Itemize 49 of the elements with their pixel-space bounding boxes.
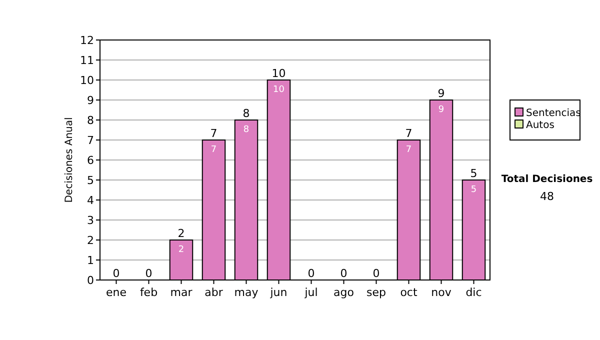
text: Total Decisiones [501,174,593,185]
y-tick-label: 7 [87,134,94,147]
data-label: 2 [178,245,184,255]
data-label: 7 [406,145,412,155]
total-label: 5 [470,167,478,180]
legend-label: Sentencias [526,108,581,119]
y-tick-label: 2 [87,234,94,247]
total-label: 0 [308,267,315,280]
data-label: 5 [470,185,477,195]
data-label: 10 [273,85,285,95]
total-label: 0 [145,267,152,280]
x-tick-label: nov [431,286,452,299]
total-label: 8 [242,107,250,120]
data-label: 7 [210,145,217,155]
total-label: 10 [272,67,286,80]
y-tick-label: 4 [87,194,94,207]
y-tick-label: 6 [87,154,94,167]
x-tick-label: feb [140,286,158,299]
total-label: 9 [438,87,445,100]
data-label: 9 [438,105,444,115]
y-tick-label: 10 [80,74,94,87]
x-tick-label: jul [304,286,318,299]
y-tick-label: 12 [80,34,94,47]
x-tick-label: may [234,286,259,299]
y-axis-title: Decisiones Anual [64,117,75,203]
y-tick-label: 9 [87,94,94,107]
y-tick-label: 0 [87,274,94,287]
data-label: 8 [243,125,250,135]
x-tick-label: dic [466,286,482,299]
y-tick-label: 11 [80,54,94,67]
total-label: 7 [210,127,218,140]
x-tick-label: abr [204,286,224,299]
x-tick-label: ene [106,286,127,299]
y-tick-label: 3 [87,214,94,227]
y-tick-label: 1 [87,254,94,267]
total-label: 7 [405,127,412,140]
total-label: 0 [340,267,348,280]
x-tick-label: jun [269,286,288,299]
y-tick-label: 5 [87,174,94,187]
x-tick-label: oct [400,286,418,299]
total-label: 0 [372,267,380,280]
total-label: 2 [178,227,185,240]
total-label: 0 [112,267,120,280]
x-tick-label: mar [170,286,193,299]
legend-label: Autos [526,120,554,131]
y-tick-label: 8 [87,114,94,127]
x-tick-label: sep [366,286,386,299]
x-tick-label: ago [334,286,354,299]
text: 48 [540,190,554,203]
